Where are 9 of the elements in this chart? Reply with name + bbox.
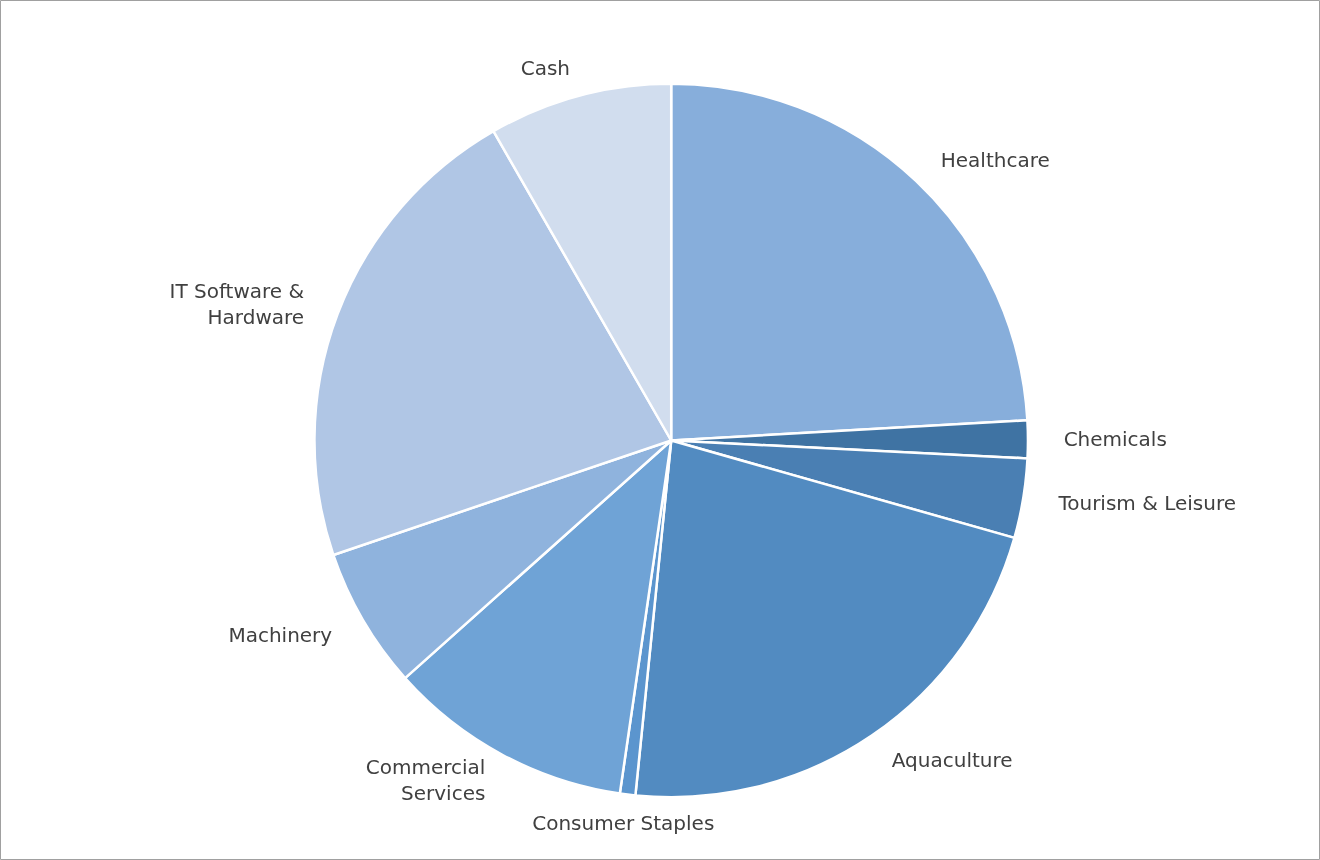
slice-label: Tourism & Leisure: [1057, 491, 1236, 516]
slice-label: Machinery: [228, 622, 333, 647]
slice-label: Chemicals: [1063, 427, 1167, 452]
slice-label: Consumer Staples: [532, 811, 715, 836]
slice-label: Aquaculture: [891, 747, 1013, 772]
slice-label: Commercial Services: [365, 755, 486, 806]
slice-label: Cash: [520, 55, 571, 80]
slice-label: IT Software & Hardware: [169, 278, 305, 330]
slice-label: Healthcare: [940, 148, 1050, 173]
